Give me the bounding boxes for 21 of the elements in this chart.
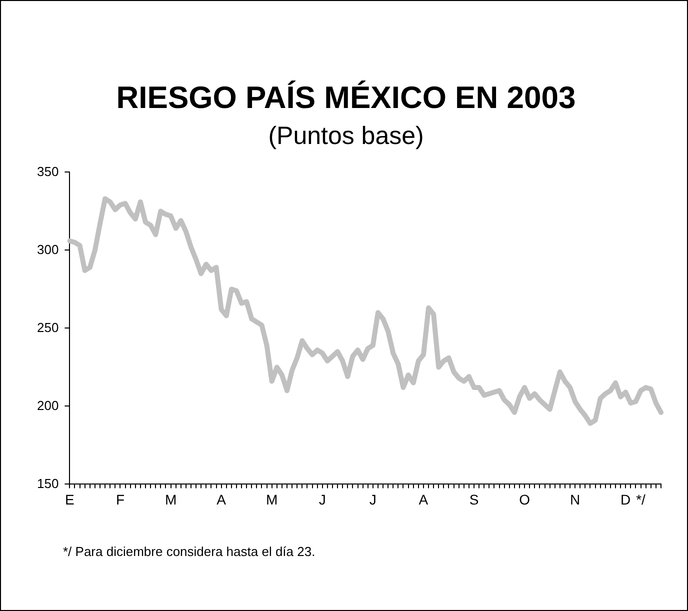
x-tick-label: A: [418, 491, 429, 508]
x-tick-label: M: [164, 491, 177, 508]
x-tick-label: M: [266, 491, 278, 508]
x-tick-label: A: [216, 491, 227, 508]
chart-title: RIESGO PAÍS MÉXICO EN 2003: [116, 80, 576, 116]
chart-subtitle: (Puntos base): [268, 122, 424, 150]
x-tick-label: S: [469, 491, 479, 508]
x-tick-label: F: [116, 491, 125, 508]
x-tick-label: O: [519, 491, 530, 508]
text: */ Para diciembre considera hasta el día 23.: [63, 543, 316, 561]
y-tick-label: 300: [36, 242, 59, 257]
y-tick-label: 350: [36, 164, 59, 179]
y-tick-label: 250: [36, 320, 59, 335]
x-tick-label: J: [318, 491, 326, 508]
x-tick-label: N: [570, 491, 580, 508]
x-tick-label: J: [369, 491, 376, 508]
x-tick-label: */: [636, 491, 646, 508]
y-tick-label: 150: [36, 476, 59, 491]
y-tick-label: 200: [36, 398, 59, 413]
x-tick-label: D: [620, 491, 631, 508]
x-tick-label: E: [65, 491, 74, 508]
